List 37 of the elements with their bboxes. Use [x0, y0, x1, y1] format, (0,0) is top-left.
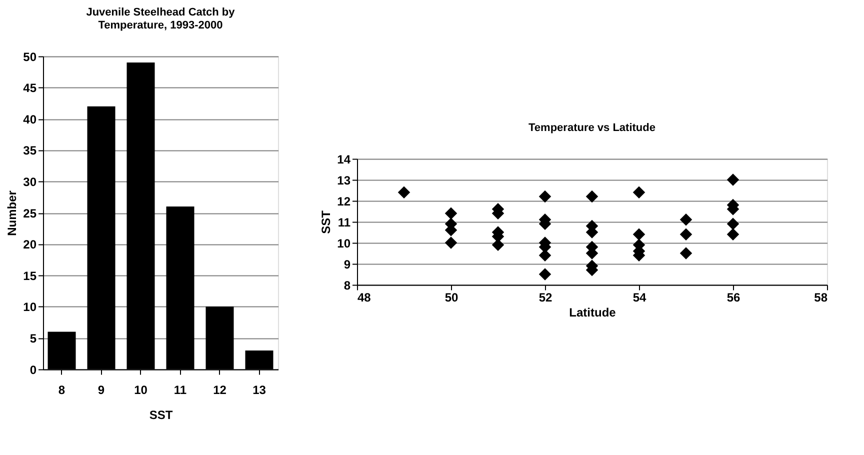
- x-tick-label: 58: [814, 290, 828, 304]
- y-tick-label: 10: [337, 236, 351, 250]
- y-tick-label: 12: [337, 194, 351, 208]
- text: Juvenile Steelhead Catch by: [86, 6, 235, 18]
- y-tick-label: 11: [338, 215, 351, 230]
- y-tick-label: 8: [344, 278, 351, 292]
- x-tick-label: 9: [98, 382, 105, 397]
- y-tick-label: 9: [344, 257, 351, 272]
- x-tick-label: 13: [252, 382, 266, 397]
- y-tick-label: 25: [23, 206, 37, 220]
- y-tick-label: 0: [30, 362, 37, 377]
- x-tick-label: 52: [538, 290, 552, 304]
- x-tick-label: 54: [632, 290, 646, 304]
- y-tick-label: 45: [23, 81, 37, 96]
- y-tick-label: 30: [23, 174, 37, 189]
- x-tick-label: 10: [134, 382, 148, 397]
- y-tick-label: 14: [337, 152, 351, 166]
- y-tick-label: 13: [337, 173, 351, 188]
- text: Temperature, 1993-2000: [98, 19, 223, 32]
- y-tick-label: 50: [23, 50, 37, 64]
- x-tick-label: 8: [58, 382, 66, 397]
- y-axis-title: SST: [319, 210, 334, 234]
- y-tick-label: 35: [23, 144, 37, 158]
- y-tick-label: 40: [23, 112, 37, 126]
- x-axis-title: Latitude: [569, 305, 616, 320]
- y-axis-title: Number: [5, 190, 20, 236]
- y-tick-label: 20: [23, 238, 37, 252]
- x-tick-label: 48: [358, 290, 372, 304]
- x-axis-title: SST: [149, 408, 174, 422]
- chart-title: Temperature vs Latitude: [528, 122, 656, 134]
- x-tick-label: 12: [213, 382, 227, 397]
- y-tick-label: 10: [23, 300, 37, 314]
- x-tick-label: 56: [726, 290, 740, 304]
- x-tick-label: 50: [444, 290, 458, 304]
- x-tick-label: 11: [174, 382, 187, 397]
- y-tick-label: 5: [30, 331, 37, 346]
- y-tick-label: 15: [23, 268, 37, 283]
